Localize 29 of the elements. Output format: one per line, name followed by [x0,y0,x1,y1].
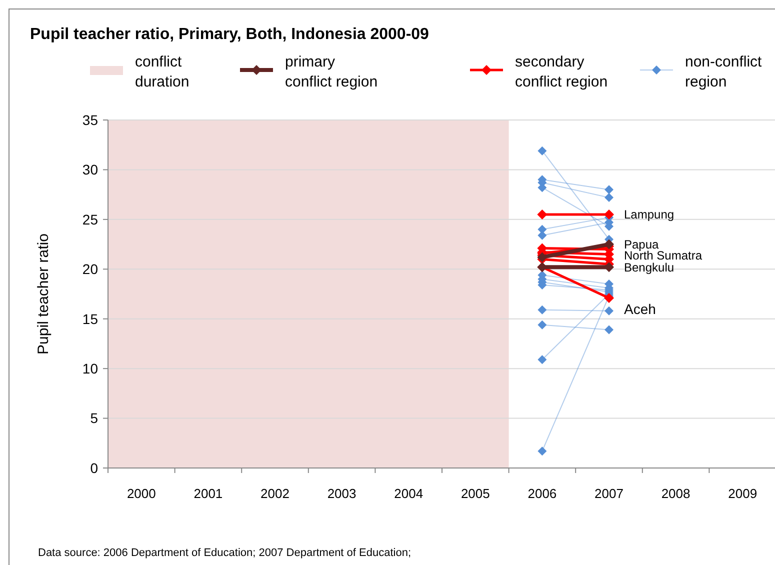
annotation: Aceh [624,300,656,317]
y-tick-label: 35 [82,112,98,128]
legend-label: primary conflict region [285,53,378,90]
x-tick-label: 2006 [528,486,557,501]
x-tick-label: 2009 [728,486,758,501]
x-tick-label: 2004 [394,486,424,501]
x-tick-label: 2007 [594,486,624,501]
y-tick-label: 25 [82,211,98,228]
y-tick-label: 30 [82,162,98,178]
legend-label: non-conflict region [685,53,763,90]
legend-label: conflict duration [135,53,190,90]
annotation: Bengkulu [624,260,674,274]
x-tick-label: 2008 [661,486,690,501]
y-tick-label: 0 [90,460,98,476]
x-tick-label: 2001 [194,486,223,501]
x-tick-label: 2000 [126,486,156,501]
y-tick-label: 20 [82,261,98,278]
annotation: Lampung [624,208,674,222]
x-tick-label: 2003 [327,486,356,501]
annotation: Papua [624,237,660,252]
y-tick-label: 15 [82,310,98,327]
y-tick-label: 10 [82,360,98,376]
x-tick-label: 2005 [460,486,490,501]
y-tick-label: 5 [90,410,98,426]
chart-title: Pupil teacher ratio, Primary, Both, Indonesia 2000-09 [30,26,430,43]
x-tick-label: 2002 [260,486,290,501]
y-axis-title: Pupil teacher ratio [35,234,52,354]
legend-label: secondary conflict region [515,53,608,90]
source-note: Data source: 2006 Department of Education; 2007 Department of Education; [38,547,412,559]
